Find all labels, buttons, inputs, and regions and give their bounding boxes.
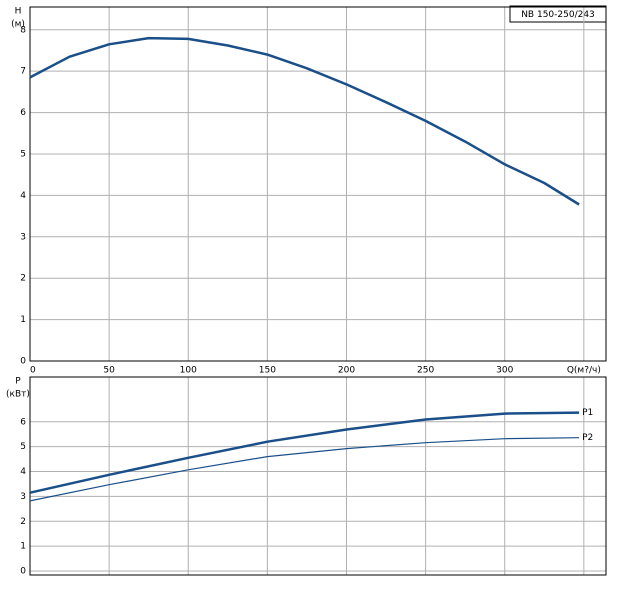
y-tick-label: 4	[20, 191, 26, 201]
y-tick-label: 5	[20, 149, 26, 159]
plot-frame	[29, 376, 607, 576]
y-tick-label: 6	[20, 108, 26, 118]
x-tick-label: 200	[338, 366, 355, 376]
y-tick-label: 1	[20, 542, 26, 552]
y-tick-label: 3	[20, 232, 26, 242]
curve	[29, 411, 580, 494]
series-label: P1	[582, 408, 593, 418]
curve	[29, 36, 580, 206]
y-tick-label: 1	[20, 315, 26, 325]
plot-frame	[29, 6, 607, 362]
y-tick-label: 7	[20, 67, 26, 77]
y-tick-label: 5	[20, 442, 26, 452]
y-axis-label: P	[15, 377, 21, 387]
y-tick-label: 6	[20, 417, 26, 427]
y-tick-label: 8	[20, 25, 26, 35]
curve	[29, 437, 580, 502]
x-tick-label: 300	[496, 366, 513, 376]
y-tick-label: 3	[20, 492, 26, 502]
y-tick-label: 4	[20, 467, 26, 477]
x-tick-label: 0	[30, 366, 36, 376]
y-tick-label: 0	[20, 567, 26, 577]
y-tick-label: 2	[20, 274, 26, 284]
y-axis-label: (м)	[11, 20, 25, 30]
x-tick-label: Q(м?/ч)	[567, 366, 601, 376]
x-tick-label: 150	[259, 366, 276, 376]
y-axis-label: (кВт)	[6, 390, 30, 400]
y-axis-label: H	[15, 7, 22, 17]
y-tick-label: 0	[20, 357, 26, 367]
x-tick-label: 50	[103, 366, 115, 376]
chart-title: NB 150-250/243	[521, 10, 595, 20]
x-tick-label: 100	[180, 366, 197, 376]
y-tick-label: 2	[20, 517, 26, 527]
series-label: P2	[582, 433, 593, 443]
x-tick-label: 250	[417, 366, 434, 376]
